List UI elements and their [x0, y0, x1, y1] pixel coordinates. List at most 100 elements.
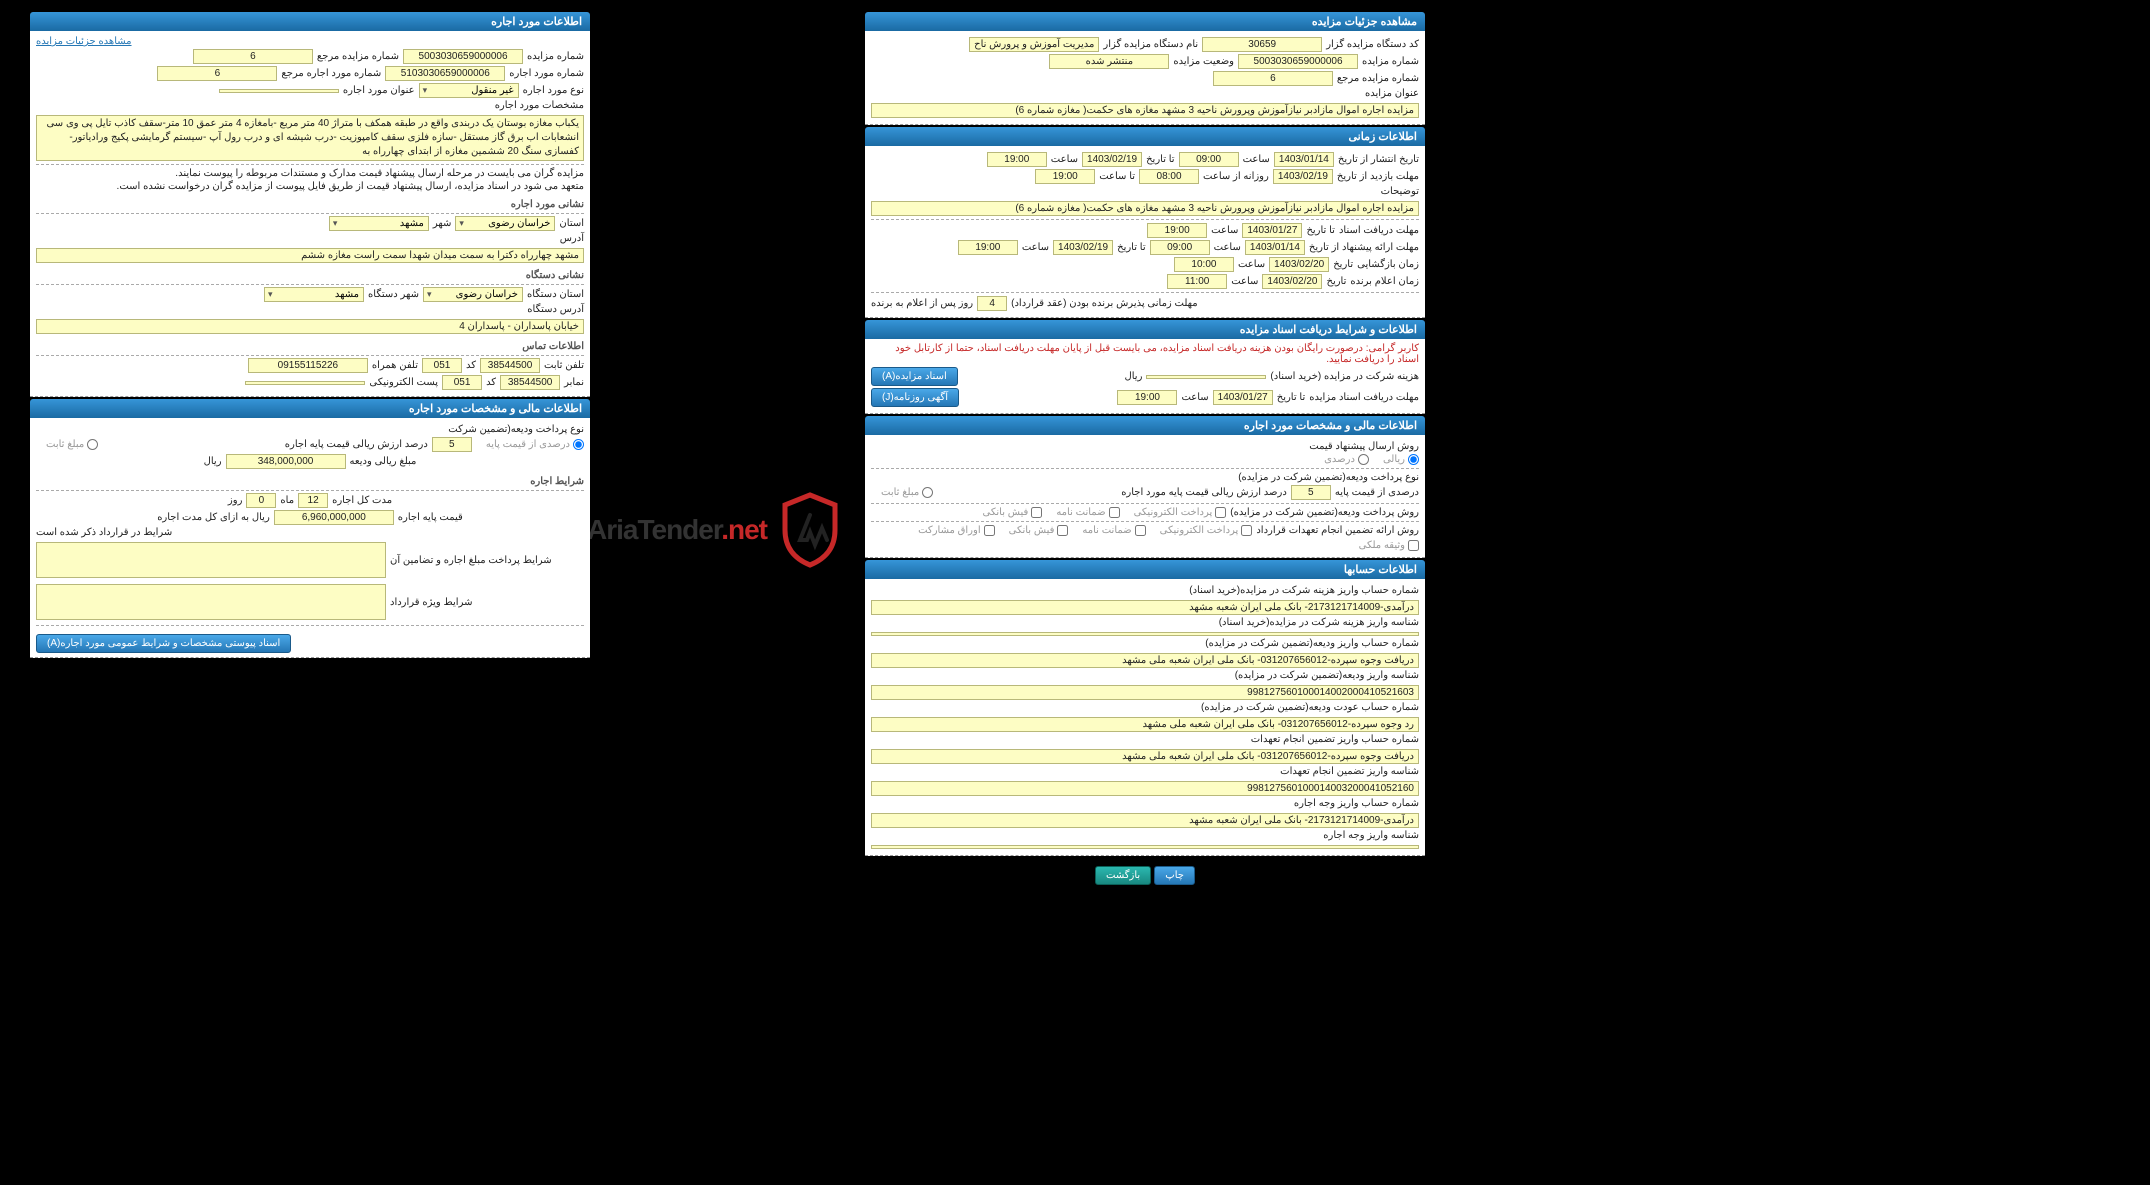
- val-winner-time: 11:00: [1167, 274, 1227, 289]
- lbl-open-date: زمان بازگشایی: [1357, 259, 1419, 270]
- sel-org-province[interactable]: خراسان رضوی: [423, 287, 523, 302]
- radio-fixed-r[interactable]: مبلغ ثابت: [881, 487, 933, 498]
- lbl-notes: توضیحات: [1381, 186, 1419, 197]
- val-acc3: دریافت وجوه سپرده-031207656012- بانک ملی…: [871, 653, 1419, 668]
- val-open-time: 10:00: [1174, 257, 1234, 272]
- view-details-link[interactable]: مشاهده جزئیات مزایده: [36, 36, 132, 47]
- note2: متعهد می شود در اسناد مزایده، ارسال پیشن…: [117, 181, 584, 192]
- sub-org-addr: نشانی دستگاه: [36, 267, 584, 285]
- auction-details-panel: مشاهده جزئیات مزایده کد دستگاه مزایده گز…: [865, 10, 1425, 885]
- header-lease-info: اطلاعات مورد اجاره: [30, 12, 590, 31]
- val-phone: 38544500: [480, 358, 540, 373]
- val-acc7: 998127560100014003200041052160: [871, 781, 1419, 796]
- newspaper-ad-button[interactable]: آگهی روزنامه(J): [871, 388, 959, 407]
- lbl-org-name: نام دستگاه مزایده گزار: [1103, 39, 1198, 50]
- lbl-offer-deadline: مهلت ارائه پیشنهاد از تاریخ: [1309, 242, 1419, 253]
- print-button[interactable]: چاپ: [1154, 866, 1195, 885]
- lbl-ref-no: شماره مزایده مرجع: [1337, 73, 1419, 84]
- auction-docs-button[interactable]: اسناد مزایده(A): [871, 367, 958, 386]
- val-fax: 38544500: [500, 375, 560, 390]
- lbl-acc7: شناسه واریز تضمین انجام تعهدات: [1280, 766, 1419, 777]
- val-offer-from: 1403/01/14: [1245, 240, 1305, 255]
- header-time-info: اطلاعات زمانی: [865, 127, 1425, 146]
- val-pub-to: 1403/02/19: [1082, 152, 1142, 167]
- val-code: 051: [422, 358, 462, 373]
- lbl-pay-cond: شرایط پرداخت مبلغ اجاره و تضامین آن: [390, 555, 552, 566]
- val-visit-from: 1403/02/19: [1273, 169, 1333, 184]
- sel-org-city[interactable]: مشهد: [264, 287, 364, 302]
- val-acc1: درآمدی-2173121714009- بانک ملی ایران شعب…: [871, 600, 1419, 615]
- val-auction-no-l: 5003030659000006: [403, 49, 523, 64]
- lbl-title: عنوان مزایده: [1365, 88, 1419, 99]
- val-title: مزایده اجاره اموال مازادبر نیازآموزش وپر…: [871, 103, 1419, 118]
- lbl-acc8: شماره حساب واریز وجه اجاره: [1294, 798, 1419, 809]
- val-org-address: خیابان پاسداران - پاسداران 4: [36, 319, 584, 334]
- lbl-acc4: شناسه واریز ودیعه(تضمین شرکت در مزایده): [1235, 670, 1419, 681]
- radio-percent[interactable]: درصدی: [1324, 454, 1369, 465]
- lbl-send-method: روش ارسال پیشنهاد قیمت: [1309, 441, 1419, 452]
- back-button[interactable]: بازگشت: [1095, 866, 1151, 885]
- lbl-fee: هزینه شرکت در مزایده (خرید اسناد): [1270, 371, 1419, 382]
- sel-city[interactable]: مشهد: [329, 216, 429, 231]
- sub-contact: اطلاعات تماس: [36, 338, 584, 356]
- val-doc-from-time: 19:00: [1147, 223, 1207, 238]
- chk-property[interactable]: وثیقه ملکی: [1359, 540, 1419, 551]
- note1: مزایده گران می بایست در مرحله ارسال پیشن…: [175, 168, 584, 179]
- lbl-org-code: کد دستگاه مزایده گزار: [1326, 39, 1419, 50]
- lbl-status: وضعیت مزایده: [1173, 56, 1234, 67]
- lbl-winner-date: زمان اعلام برنده: [1350, 276, 1419, 287]
- chk-bank-receipt[interactable]: فیش بانکی: [983, 507, 1043, 518]
- chk-securities[interactable]: اوراق مشارکت: [918, 525, 995, 536]
- chk-epay-2[interactable]: پرداخت الکترونیکی: [1160, 525, 1253, 536]
- header-accounts: اطلاعات حسابها: [865, 560, 1425, 579]
- val-lease-no: 5103030659000006: [385, 66, 505, 81]
- val-offer-to-time: 19:00: [958, 240, 1018, 255]
- lbl-spec: مشخصات مورد اجاره: [495, 100, 584, 111]
- val-daily-from: 08:00: [1139, 169, 1199, 184]
- lbl-acc3: شماره حساب واریز ودیعه(تضمین شرکت در مزا…: [1205, 638, 1419, 649]
- lbl-deposit-method: روش پرداخت ودیعه(تضمین شرکت در مزایده): [1230, 507, 1419, 518]
- radio-fixed-l[interactable]: مبلغ ثابت: [46, 439, 98, 450]
- val-lease-title: [219, 89, 339, 93]
- val-notes: مزایده اجاره اموال مازادبر نیازآموزش وپر…: [871, 201, 1419, 216]
- val-open-date: 1403/02/20: [1269, 257, 1329, 272]
- lbl-contract-cond: شرایط در قرارداد ذکر شده است: [36, 527, 172, 538]
- textarea-pay-cond[interactable]: [36, 542, 386, 578]
- chk-guarantee[interactable]: ضمانت نامه: [1056, 507, 1119, 518]
- header-financial-right: اطلاعات مالی و مشخصات مورد اجاره: [865, 416, 1425, 435]
- chk-epay[interactable]: پرداخت الکترونیکی: [1134, 507, 1227, 518]
- watermark-logo: AriaTender.net: [565, 485, 845, 575]
- chk-bank-2[interactable]: فیش بانکی: [1009, 525, 1069, 536]
- val-doc-receive-time: 19:00: [1117, 390, 1177, 405]
- lbl-acc1: شماره حساب واریز هزینه شرکت در مزایده(خر…: [1189, 585, 1419, 596]
- val-months: 12: [298, 493, 328, 508]
- notice-text: کاربر گرامی: درصورت رایگان بودن هزینه در…: [871, 343, 1419, 365]
- val-days: 0: [246, 493, 276, 508]
- radio-pct-l[interactable]: درصدی از قیمت پایه: [486, 439, 584, 450]
- val-acc2: [871, 632, 1419, 636]
- val-offer-to: 1403/02/19: [1053, 240, 1113, 255]
- sub-addr: نشانی مورد اجاره: [36, 196, 584, 214]
- val-address: مشهد چهارراه دکترا به سمت میدان شهدا سمت…: [36, 248, 584, 263]
- header-financial-left: اطلاعات مالی و مشخصات مورد اجاره: [30, 399, 590, 418]
- lbl-acc9: شناسه واریز وجه اجاره: [1323, 830, 1419, 841]
- lbl-acc6: شماره حساب واریز تضمین انجام تعهدات: [1251, 734, 1419, 745]
- val-pub-from-time: 09:00: [1179, 152, 1239, 167]
- sub-lease-cond: شرایط اجاره: [36, 473, 584, 491]
- val-base-price: 6,960,000,000: [274, 510, 394, 525]
- lbl-doc-receive: مهلت دریافت اسناد مزایده: [1309, 392, 1419, 403]
- val-ref-no: 6: [1213, 71, 1333, 86]
- header-doc-conditions: اطلاعات و شرایط دریافت اسناد مزایده: [865, 320, 1425, 339]
- val-pct-l: 5: [432, 437, 472, 452]
- val-org-name: مدیریت آموزش و پرورش ناح: [969, 37, 1099, 52]
- sel-province[interactable]: خراسان رضوی: [455, 216, 555, 231]
- chk-guarantee-2[interactable]: ضمانت نامه: [1082, 525, 1145, 536]
- lbl-special-cond: شرایط ویژه قرارداد: [390, 597, 472, 608]
- sel-lease-type[interactable]: غیر منقول: [419, 83, 519, 98]
- attach-docs-button[interactable]: اسناد پیوستی مشخصات و شرایط عمومی مورد ا…: [36, 634, 291, 653]
- val-acc5: رد وجوه سپرده-031207656012- بانک ملی ایر…: [871, 717, 1419, 732]
- textarea-special-cond[interactable]: [36, 584, 386, 620]
- val-org-code: 30659: [1202, 37, 1322, 52]
- radio-rial[interactable]: ریالی: [1383, 454, 1419, 465]
- val-doc-from: 1403/01/27: [1242, 223, 1302, 238]
